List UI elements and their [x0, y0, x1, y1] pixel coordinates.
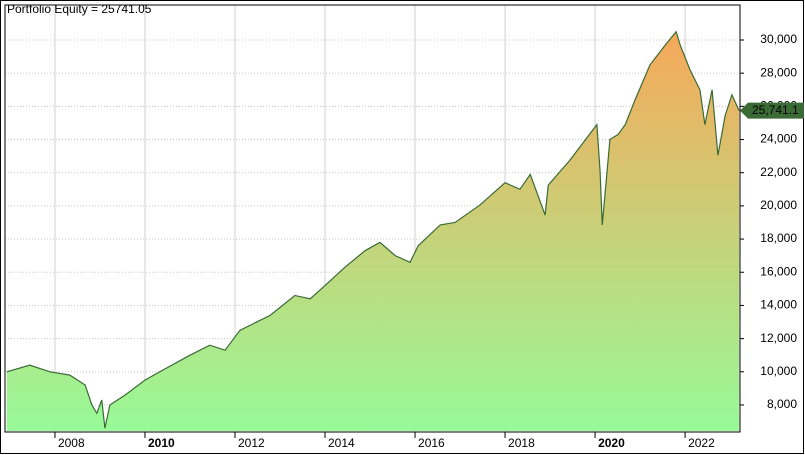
y-tick-label: 10,000: [760, 364, 797, 378]
y-tick-label: 30,000: [760, 32, 797, 46]
equity-line: [6, 30, 740, 429]
last-value-marker: [740, 102, 804, 119]
x-tick-label: 2020: [598, 436, 625, 450]
y-tick-label: 14,000: [760, 298, 797, 312]
last-value-label: 25,741.1: [752, 103, 799, 117]
y-tick-label: 22,000: [760, 165, 797, 179]
y-tick-label: 24,000: [760, 132, 797, 146]
x-tick-label: 2014: [328, 436, 355, 450]
plot-border: [4, 4, 741, 433]
y-tick-label: 16,000: [760, 264, 797, 278]
x-tick-label: 2018: [508, 436, 535, 450]
x-tick-label: 2010: [148, 436, 175, 450]
y-tick-label: 28,000: [760, 65, 797, 79]
x-tick-label: 2016: [418, 436, 445, 450]
x-tick-label: 2022: [688, 436, 715, 450]
x-tick-label: 2012: [238, 436, 265, 450]
x-tick-label: 2008: [58, 436, 85, 450]
y-tick-label: 12,000: [760, 331, 797, 345]
y-tick-label: 20,000: [760, 198, 797, 212]
y-tick-label: 18,000: [760, 231, 797, 245]
equity-area: [6, 31, 740, 432]
chart-title: Portfolio Equity = 25741.05: [7, 2, 152, 16]
y-tick-label: 8,000: [767, 397, 797, 411]
